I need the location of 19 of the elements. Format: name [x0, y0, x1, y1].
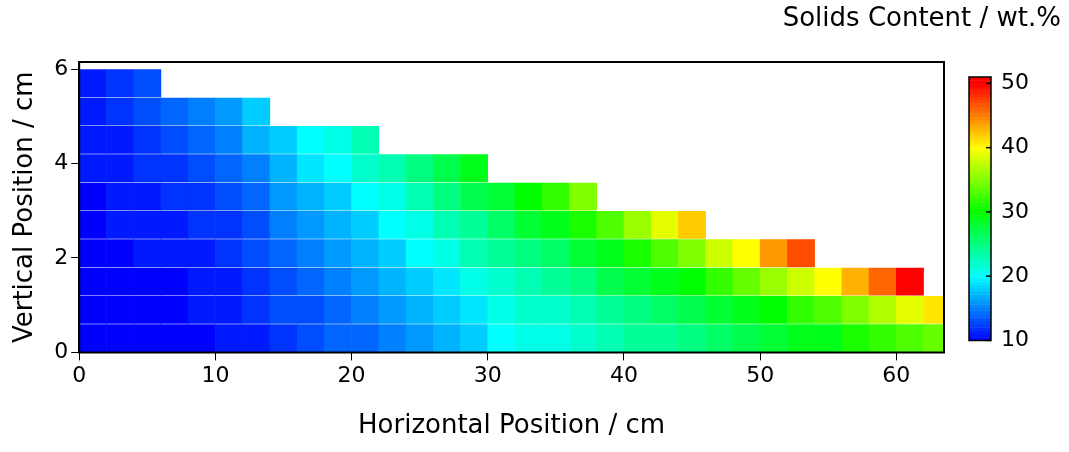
- color-bar-label: 30: [1001, 197, 1029, 223]
- y-tick-label: 2: [54, 243, 69, 269]
- x-tick-label: 40: [609, 362, 638, 388]
- color-bar-title: Solids Content / wt.%: [782, 1, 1061, 32]
- y-tick-label: 4: [54, 149, 69, 175]
- y-tick-label: 0: [54, 338, 69, 364]
- x-tick-label: 20: [337, 362, 366, 388]
- color-bar-label: 50: [1001, 69, 1029, 95]
- y-tick-label: 6: [54, 54, 69, 80]
- color-bar-label: 20: [1001, 261, 1029, 287]
- color-bar-label: 40: [1001, 133, 1029, 159]
- x-axis-title: Horizontal Position / cm: [358, 409, 666, 440]
- x-tick-label: 60: [882, 362, 911, 388]
- color-bar-label: 10: [1001, 326, 1029, 352]
- x-tick-label: 30: [473, 362, 502, 388]
- x-tick-label: 10: [201, 362, 230, 388]
- x-tick-label: 50: [746, 362, 775, 388]
- y-axis-title: Vertical Position / cm: [8, 71, 39, 344]
- x-tick-label: 0: [72, 362, 87, 388]
